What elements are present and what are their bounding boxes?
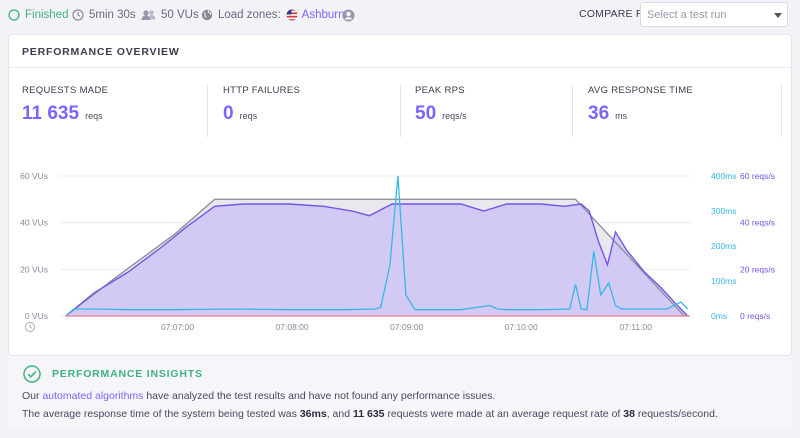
y-response-tick-label: 0ms [711,311,727,321]
clock-icon [72,9,84,21]
text: , and [326,408,351,420]
avg-response-value: 36ms [299,408,327,420]
stat-label: PEAK RPS [415,85,465,96]
insights-detail-line: The average response time of the system … [22,408,718,420]
stat-peak-rps: PEAK RPS 50 reqs/s [415,85,467,145]
test-status-bar: Finished 5min 30s 50 VUs Load zones: Ash… [0,0,800,30]
performance-overview-title: PERFORMANCE OVERVIEW [22,46,180,58]
y-response-tick-label: 300ms [711,206,737,216]
rps-line [65,203,689,317]
stat-label: REQUESTS MADE [22,85,109,96]
performance-insights-title: PERFORMANCE INSIGHTS [52,368,203,380]
y-response-tick-label: 200ms [711,241,737,251]
user-circle-icon [342,9,355,21]
time-axis-clock-icon-hands [29,324,33,329]
requests-value: 11 635 [352,408,385,420]
us-flag-icon [286,9,298,21]
stat-http-failures: HTTP FAILURES 0 reqs [223,85,300,145]
vus-text: 50 VUs [161,9,199,21]
load-zones: Load zones: Ashburn [201,7,345,23]
response-time-line [65,175,689,317]
y-left-tick-label: 20 VUs [20,264,48,274]
y-response-tick-label: 400ms [711,171,737,181]
y-left-tick-label: 40 VUs [20,218,48,228]
finished-circle-icon [8,9,20,21]
user-avatar[interactable] [342,7,360,23]
load-zones-label: Load zones: [218,9,281,21]
stat-value: 11 635 [22,103,80,124]
stat-value: 36 [588,103,610,124]
divider [781,85,782,137]
performance-chart[interactable]: 60 VUs 40 VUs 20 VUs 0 VUs 400ms 300ms 200ms 10… [0,0,800,356]
status-finished: Finished [8,7,68,23]
divider [207,85,208,137]
divider [9,67,791,68]
x-tick-label: 07:09:00 [390,322,423,332]
vus: 50 VUs [141,7,199,23]
insights-summary-line: Our automated algorithms have analyzed t… [22,390,495,402]
stat-label: AVG RESPONSE TIME [588,85,694,96]
y-rps-tick-label: 0 reqs/s [740,311,770,321]
stat-value: 50 [415,103,437,124]
test-run-select[interactable]: Select a test run [640,2,788,27]
stat-requests-made: REQUESTS MADE 11 635 reqs [22,85,108,145]
chevron-down-icon [774,13,782,18]
text: requests were made at an average request… [387,408,621,420]
avg-rps-value: 38 [623,408,635,420]
text: The average response time of the system … [22,408,297,420]
x-tick-label: 07:08:00 [276,322,309,332]
divider [400,85,401,137]
text: requests/second. [637,408,718,420]
time-axis-clock-icon [25,322,35,332]
stat-value: 0 [223,103,234,124]
divider [572,85,573,137]
stat-unit: reqs [239,111,258,121]
x-tick-label: 07:07:00 [161,322,194,332]
y-rps-tick-label: 20 reqs/s [740,264,775,274]
globe-icon [201,9,213,21]
check-circle-icon [23,365,41,383]
y-rps-tick-label: 60 reqs/s [740,171,775,181]
duration: 5min 30s [72,7,136,23]
vus-line [65,198,685,317]
x-tick-label: 07:10:00 [505,322,538,332]
automated-algorithms-link[interactable]: automated algorithms [42,390,144,402]
status-text: Finished [25,9,69,21]
duration-text: 5min 30s [89,9,136,21]
stat-unit: reqs [85,111,103,121]
x-tick-label: 07:11:00 [619,322,652,332]
text: have analyzed the test results and have … [146,390,496,402]
rps-area [65,204,688,316]
test-run-select-placeholder: Select a test run [647,9,727,21]
performance-insights-panel: PERFORMANCE INSIGHTS Our automated algor… [8,356,792,430]
stat-unit: reqs/s [442,111,467,121]
users-icon [141,10,156,20]
y-response-tick-label: 100ms [711,276,737,286]
stat-label: HTTP FAILURES [223,85,301,96]
text: Our [22,390,40,402]
y-left-tick-label: 60 VUs [20,171,48,181]
stat-unit: ms [615,111,628,121]
y-left-tick-label: 0 VUs [25,311,48,321]
stat-avg-response-time: AVG RESPONSE TIME 36 ms [588,85,693,145]
zone-ashburn-link[interactable]: Ashburn [301,9,345,21]
y-rps-tick-label: 40 reqs/s [740,218,775,228]
